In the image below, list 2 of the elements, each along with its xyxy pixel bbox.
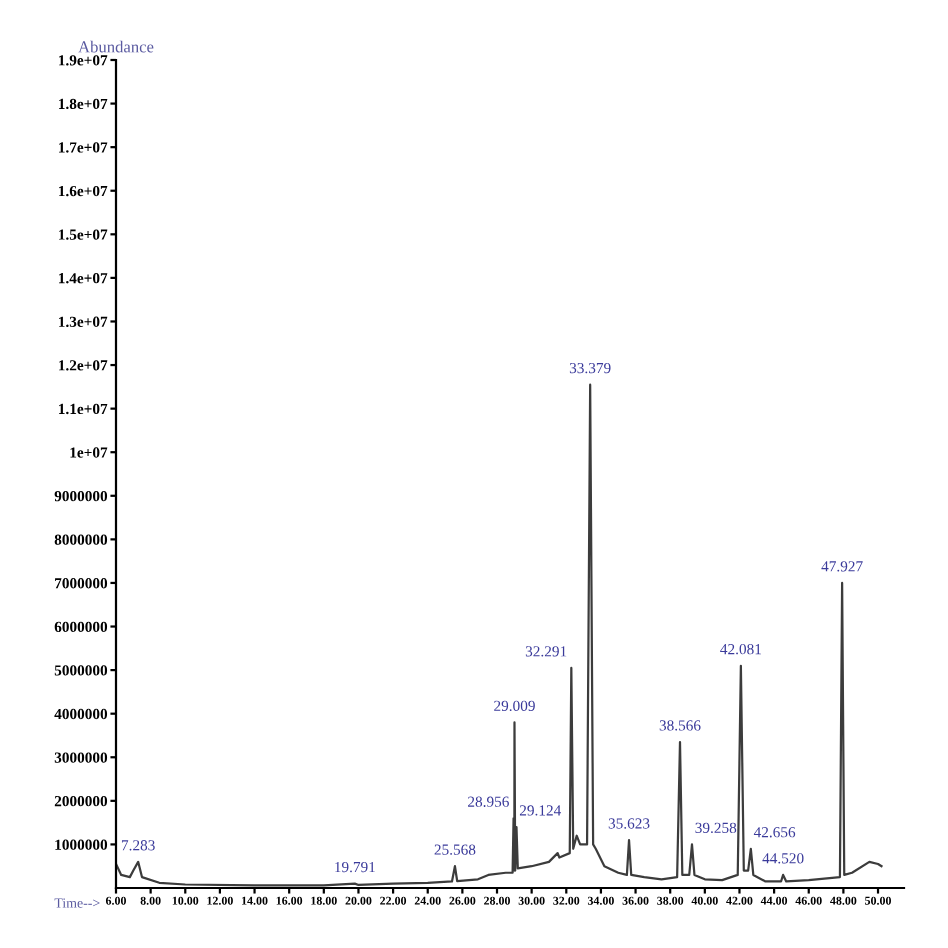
y-axis-title: Abundance (78, 40, 154, 53)
line-series (116, 383, 883, 887)
